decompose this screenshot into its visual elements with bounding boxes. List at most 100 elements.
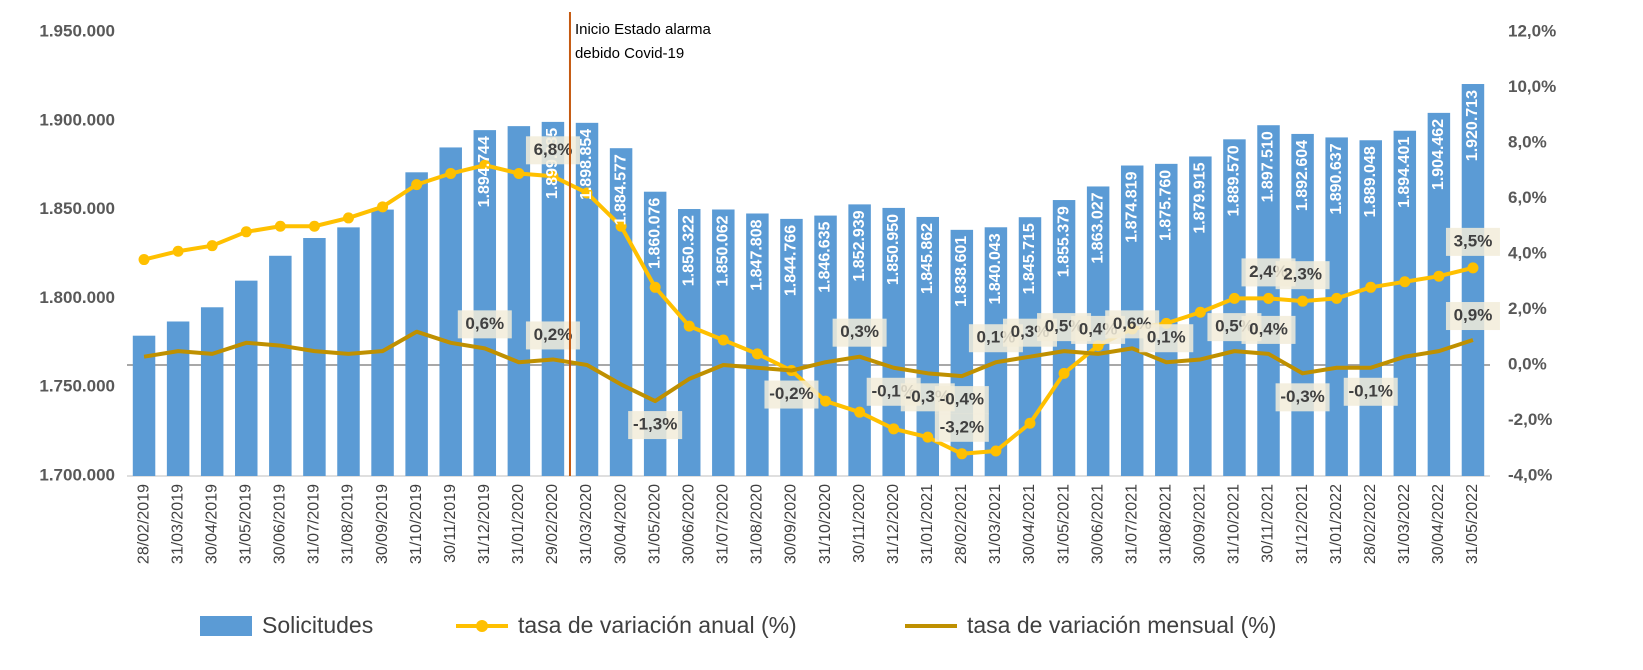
x-tick-label: 29/02/2020 bbox=[544, 484, 561, 564]
bar-value-label: 1.860.076 bbox=[646, 198, 663, 269]
line-marker bbox=[1467, 262, 1479, 274]
y2-tick-label: -2,0% bbox=[1508, 410, 1552, 429]
bar-value-label: 1.889.570 bbox=[1226, 145, 1243, 216]
x-tick-label: 31/08/2021 bbox=[1158, 484, 1175, 564]
line-value-label-group: 6,8% bbox=[525, 136, 580, 165]
x-tick-label: 30/04/2019 bbox=[203, 484, 220, 564]
line-marker bbox=[615, 220, 627, 232]
bar bbox=[371, 209, 394, 476]
bar bbox=[814, 215, 837, 476]
label-box bbox=[934, 413, 989, 442]
x-tick-label: 31/01/2021 bbox=[919, 484, 936, 564]
x-tick-label: 30/11/2021 bbox=[1260, 484, 1277, 563]
bar bbox=[575, 122, 599, 476]
x-tick-label: 30/04/2021 bbox=[1021, 484, 1038, 564]
bar-value-label: 1.852.939 bbox=[851, 210, 868, 281]
label-box bbox=[1275, 383, 1330, 412]
bar bbox=[1223, 139, 1246, 477]
line-value-label-group: 0,1% bbox=[1139, 324, 1194, 353]
bar bbox=[269, 255, 292, 476]
x-tick-label: 31/05/2019 bbox=[237, 484, 254, 564]
x-tick-label: 31/07/2021 bbox=[1123, 484, 1140, 564]
line-marker bbox=[172, 245, 184, 257]
line-marker bbox=[411, 179, 423, 191]
legend-label: tasa de variación anual (%) bbox=[518, 612, 797, 638]
x-tick-label: 31/10/2019 bbox=[408, 484, 425, 564]
x-tick-label: 31/01/2022 bbox=[1328, 484, 1345, 564]
line-marker bbox=[1228, 292, 1240, 304]
label-box bbox=[1241, 315, 1296, 344]
line-marker bbox=[274, 220, 286, 232]
line-value-label: 6,8% bbox=[534, 140, 573, 159]
label-box bbox=[1139, 324, 1194, 353]
line-marker bbox=[479, 159, 491, 171]
bar bbox=[1393, 130, 1417, 476]
bar-value-label: 1.840.043 bbox=[987, 233, 1004, 304]
bar bbox=[1461, 84, 1485, 477]
line-value-label: -0,3% bbox=[1280, 387, 1324, 406]
line-marker bbox=[1194, 306, 1206, 318]
line-value-label: -1,3% bbox=[633, 415, 677, 434]
x-tick-label: 31/12/2020 bbox=[885, 484, 902, 564]
x-tick-label: 31/01/2020 bbox=[510, 484, 527, 564]
label-box bbox=[1445, 227, 1500, 256]
x-tick-label: 30/06/2019 bbox=[272, 484, 289, 564]
legend-label: tasa de variación mensual (%) bbox=[967, 612, 1276, 638]
line-value-label-group: 0,9% bbox=[1445, 302, 1500, 331]
bar-value-label: 1.884.577 bbox=[612, 154, 629, 225]
x-tick-label: 30/11/2020 bbox=[851, 484, 868, 563]
label-box bbox=[934, 386, 989, 415]
x-tick-label: 31/07/2020 bbox=[715, 484, 732, 564]
line-value-label-group: -0,3% bbox=[1275, 383, 1330, 412]
line-marker bbox=[1263, 292, 1275, 304]
x-tick-label: 31/08/2020 bbox=[749, 484, 766, 564]
label-box bbox=[457, 310, 512, 339]
bar-value-label: 1.892.604 bbox=[1294, 140, 1311, 211]
y-tick-label: 1.700.000 bbox=[39, 465, 115, 484]
line-marker bbox=[1331, 292, 1343, 304]
line-value-label: -3,2% bbox=[940, 417, 984, 436]
bar-value-label: 1.875.760 bbox=[1158, 170, 1175, 241]
bar bbox=[780, 218, 803, 477]
bar-value-label: 1.897.510 bbox=[1260, 131, 1277, 202]
line-marker bbox=[342, 212, 354, 224]
line-marker bbox=[1433, 270, 1445, 282]
line-marker bbox=[888, 423, 900, 435]
y2-tick-label: 4,0% bbox=[1508, 243, 1547, 262]
x-tick-label: 30/06/2021 bbox=[1089, 484, 1106, 564]
line-marker bbox=[513, 168, 525, 180]
bar-value-label: 1.846.635 bbox=[817, 221, 834, 292]
x-tick-label: 31/10/2021 bbox=[1226, 484, 1243, 564]
bar bbox=[439, 147, 462, 476]
label-box bbox=[1445, 302, 1500, 331]
y-tick-label: 1.850.000 bbox=[39, 199, 115, 218]
bar bbox=[746, 213, 769, 477]
y2-tick-label: 10,0% bbox=[1508, 77, 1556, 96]
line-value-label-group: 3,5% bbox=[1445, 227, 1500, 256]
x-tick-label: 31/05/2020 bbox=[646, 484, 663, 564]
line-marker bbox=[1399, 276, 1411, 288]
label-box bbox=[832, 318, 887, 347]
bar bbox=[132, 335, 156, 476]
line-marker bbox=[445, 168, 457, 180]
x-tick-label: 30/04/2022 bbox=[1430, 484, 1447, 564]
line-marker bbox=[649, 281, 661, 293]
line-value-label: 3,5% bbox=[1454, 231, 1493, 250]
bar bbox=[1427, 112, 1451, 476]
line-value-label: 0,4% bbox=[1249, 319, 1288, 338]
bar bbox=[541, 121, 565, 476]
bar-value-label: 1.920.713 bbox=[1464, 90, 1481, 161]
x-tick-label: 31/08/2019 bbox=[340, 484, 357, 564]
x-tick-label: 30/06/2020 bbox=[680, 484, 697, 564]
line-value-label-group: 0,4% bbox=[1241, 315, 1296, 344]
line-value-label-group: 0,6% bbox=[457, 310, 512, 339]
line-value-label: 0,6% bbox=[465, 314, 504, 333]
line-value-label: 0,2% bbox=[534, 325, 573, 344]
line-marker bbox=[206, 240, 218, 252]
x-tick-label: 31/03/2021 bbox=[987, 484, 1004, 564]
line-value-label-group: -0,1% bbox=[1343, 377, 1398, 406]
bar bbox=[507, 126, 531, 477]
x-tick-label: 30/09/2021 bbox=[1192, 484, 1209, 564]
bar-value-label: 1.894.401 bbox=[1396, 137, 1413, 208]
